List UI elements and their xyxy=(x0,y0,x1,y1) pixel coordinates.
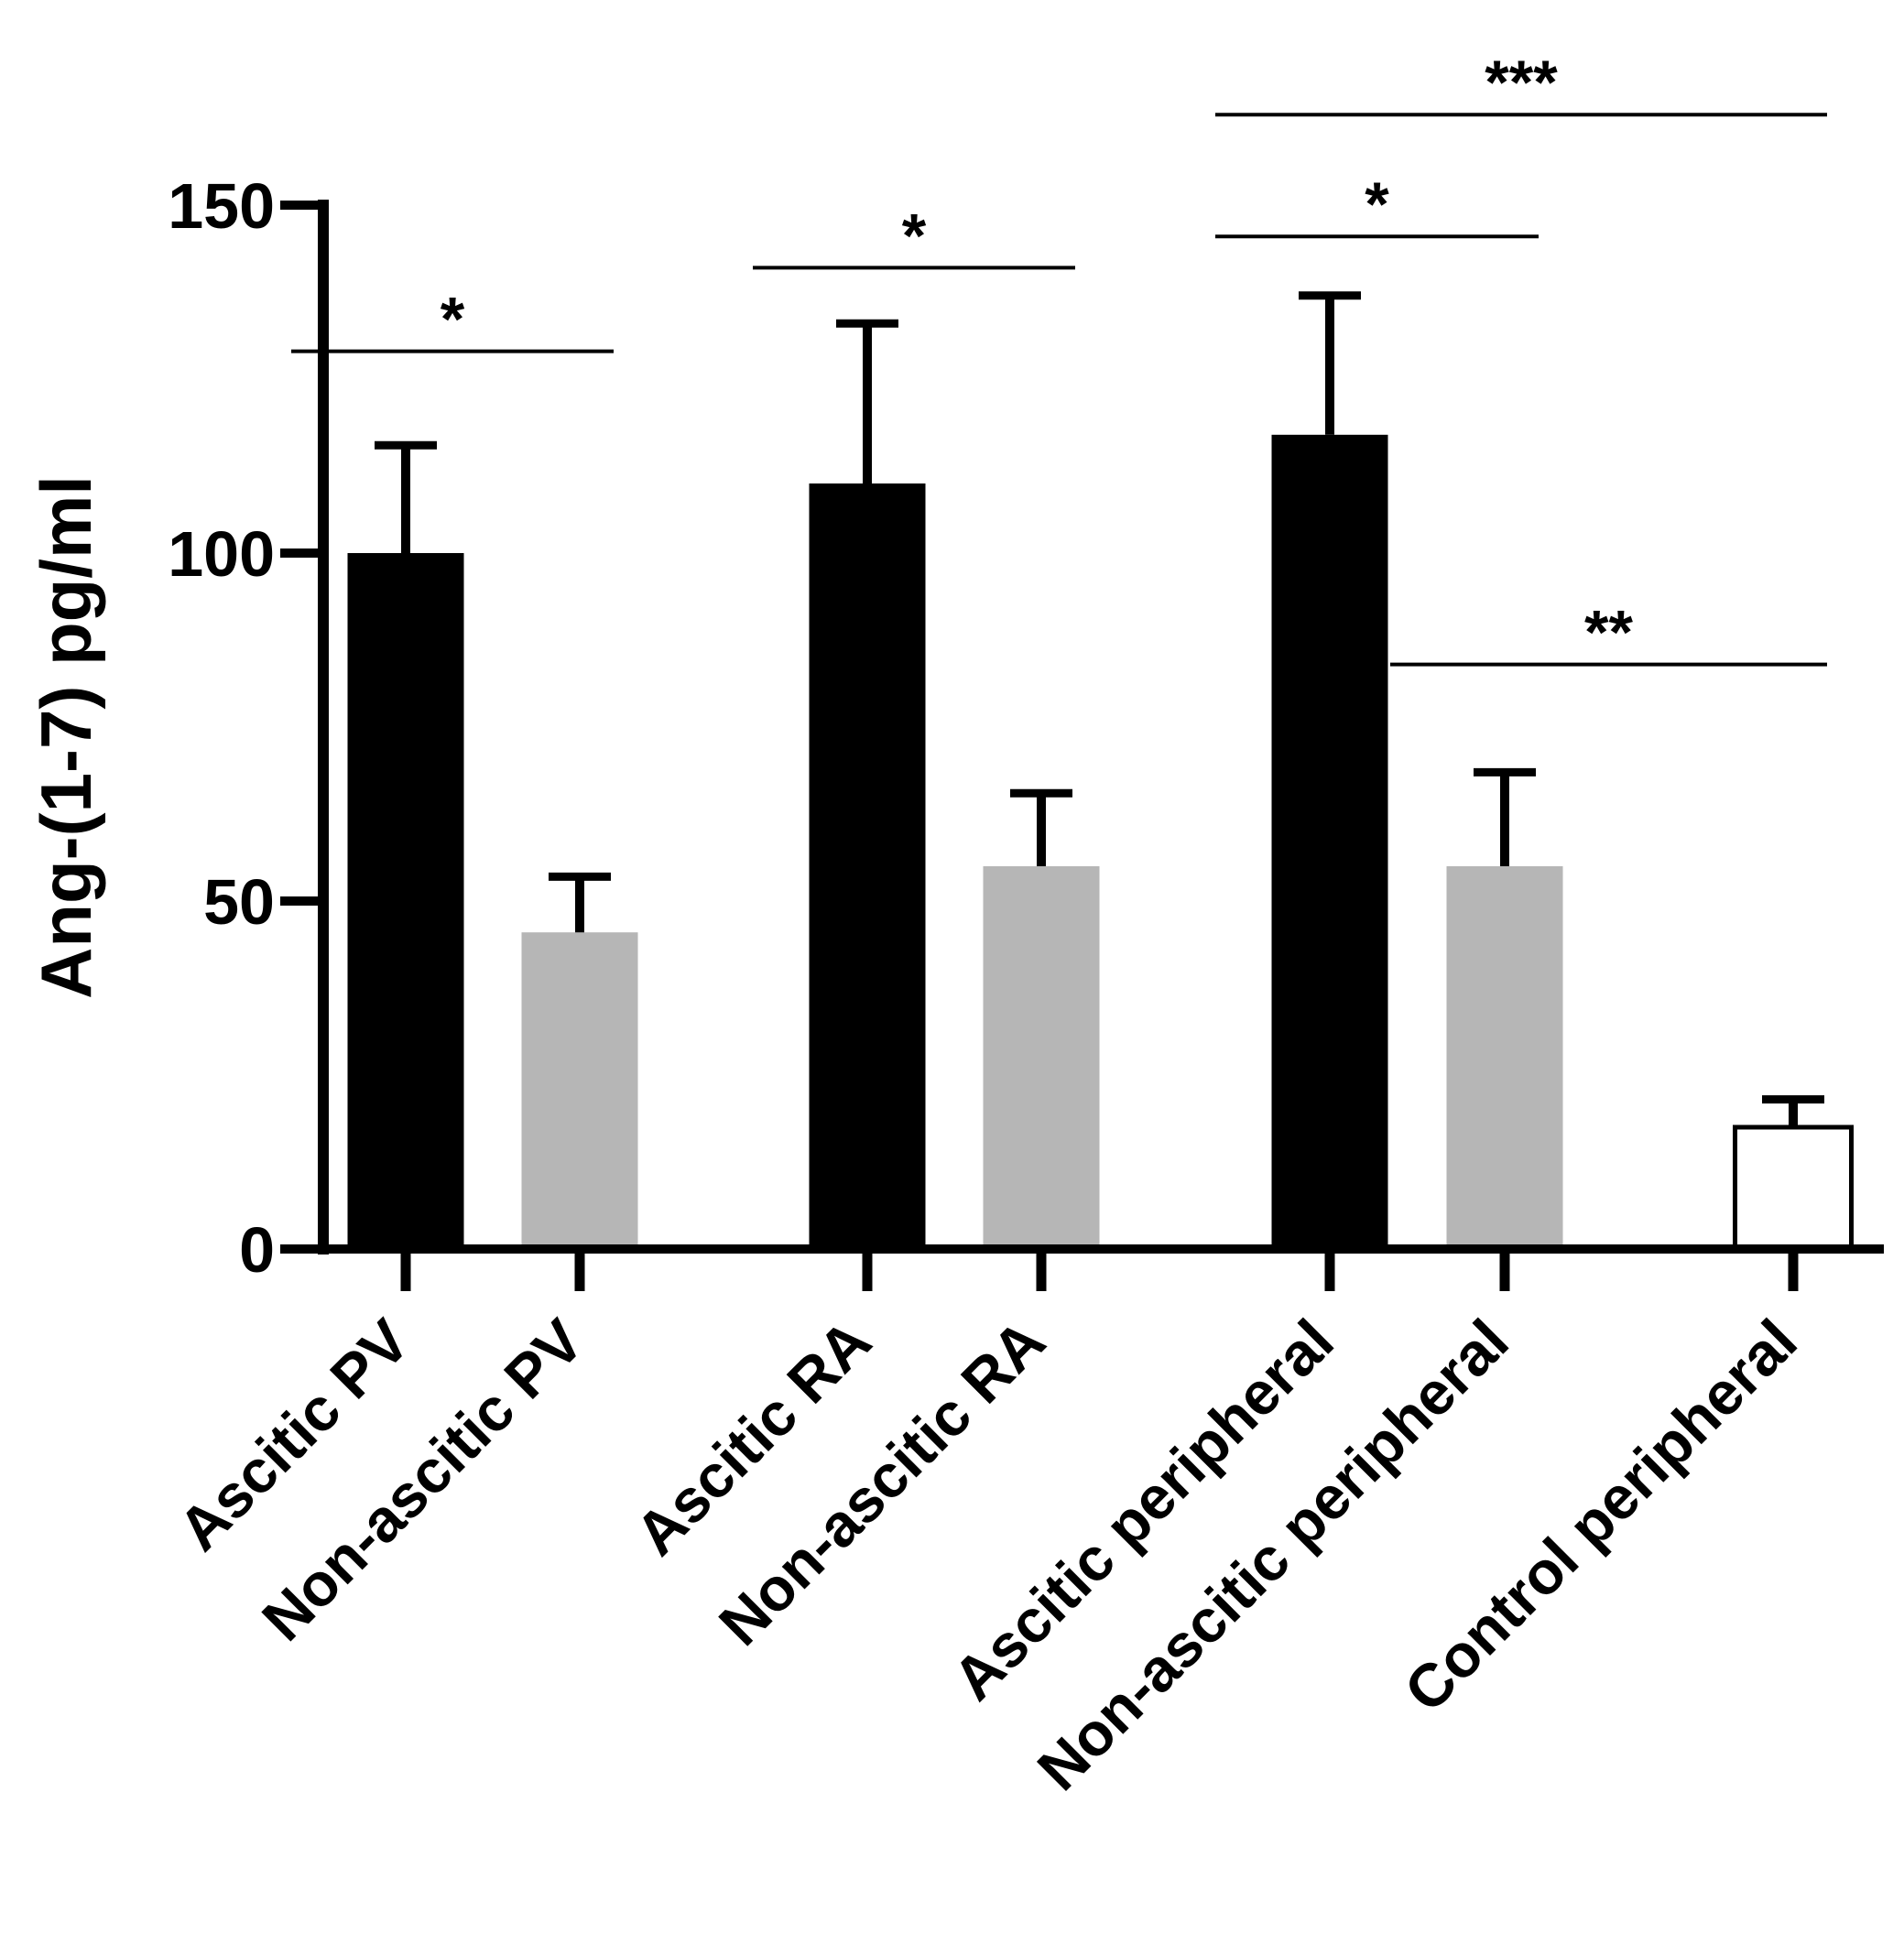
y-tick-label: 100 xyxy=(168,518,275,590)
significance-bracket: * xyxy=(1215,169,1539,239)
significance-bracket: * xyxy=(291,285,614,354)
significance-bracket: ** xyxy=(1390,598,1827,668)
significance-label: * xyxy=(902,201,927,270)
y-axis-label: Ang-(1-7) pg/ml xyxy=(26,475,106,999)
error-bars-layer xyxy=(375,291,1824,1127)
bar xyxy=(1271,434,1388,1249)
significance-label: * xyxy=(441,285,465,354)
y-tick-label: 0 xyxy=(239,1214,275,1286)
y-tick-label: 150 xyxy=(168,170,275,242)
significance-label: ** xyxy=(1584,598,1633,668)
bars-layer xyxy=(347,434,1854,1252)
significance-layer: ** ****** xyxy=(291,48,1827,668)
bar xyxy=(521,932,638,1249)
significance-bracket: * xyxy=(753,201,1075,270)
error-bar xyxy=(836,319,898,483)
error-bar xyxy=(1299,291,1361,435)
y-tick-label: 50 xyxy=(203,866,275,938)
y-ticks-layer: 0 50 100 150 xyxy=(168,170,323,1286)
error-bar xyxy=(375,440,437,553)
bar xyxy=(809,483,926,1249)
bar xyxy=(983,866,1100,1249)
bar xyxy=(347,553,464,1249)
bar xyxy=(1733,1124,1854,1252)
significance-bracket: *** xyxy=(1215,48,1827,117)
error-bar xyxy=(549,872,611,933)
bar xyxy=(1446,866,1563,1249)
x-tick-label: Non-ascitic PV xyxy=(249,1307,596,1654)
error-bar xyxy=(1010,788,1072,866)
error-bar xyxy=(1474,767,1536,866)
error-bar xyxy=(1762,1095,1824,1127)
significance-label: * xyxy=(1365,169,1389,239)
significance-label: *** xyxy=(1485,48,1558,117)
